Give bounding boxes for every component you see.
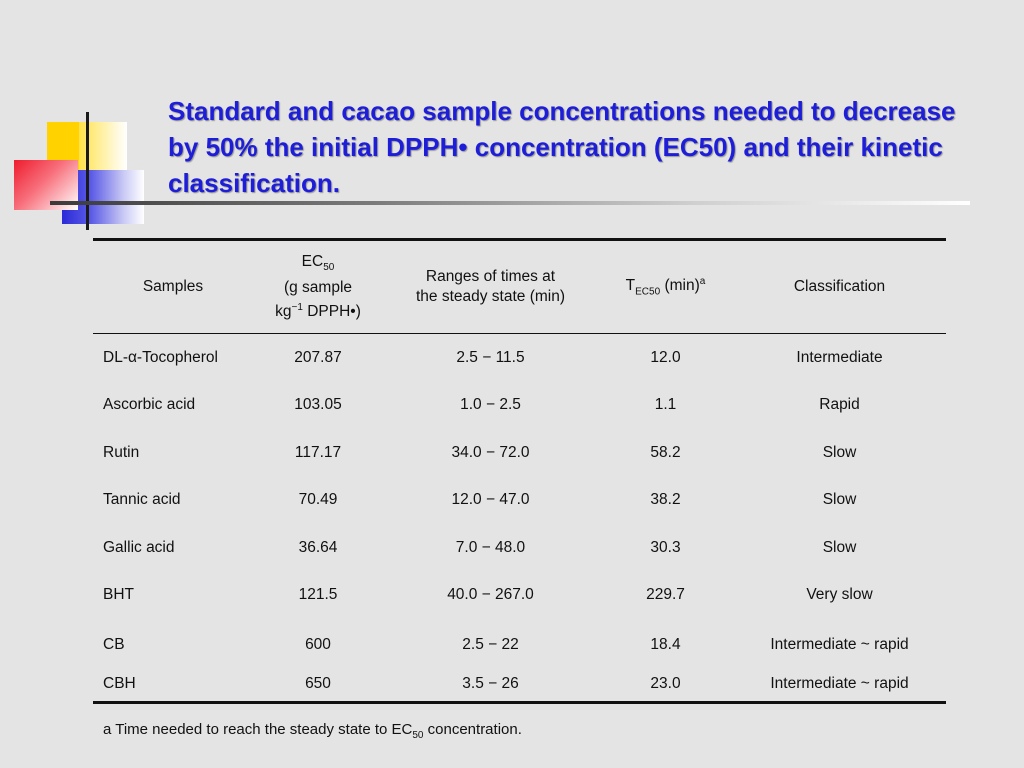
cell-ec50: 70.49 bbox=[298, 491, 338, 509]
cell-classification: Rapid bbox=[819, 396, 860, 414]
cell-ec50: 117.17 bbox=[294, 443, 342, 461]
cell-ec50: 121.5 bbox=[298, 586, 338, 604]
header-tec50: TEC50 (min)a bbox=[625, 275, 706, 298]
header-classification: Classification bbox=[793, 278, 886, 295]
cell-sample: Ascorbic acid bbox=[103, 396, 196, 414]
cell-classification: Intermediate bbox=[796, 348, 883, 366]
header-range: Ranges of times at the steady state (min… bbox=[415, 268, 566, 305]
cell-range: 40.0 − 267.0 bbox=[447, 586, 534, 604]
cell-tec50: 229.7 bbox=[646, 586, 685, 604]
cell-classification: Slow bbox=[822, 443, 857, 461]
cell-range: 12.0 − 47.0 bbox=[451, 491, 530, 509]
cell-sample: Tannic acid bbox=[103, 491, 181, 509]
slide-title: Standard and cacao sample concentrations… bbox=[168, 96, 956, 198]
cell-tec50: 1.1 bbox=[654, 396, 677, 414]
table-row: DL-α-Tocopherol 207.87 2.5 − 11.5 12.0 I… bbox=[93, 334, 946, 382]
cell-sample: Rutin bbox=[103, 443, 140, 461]
cell-classification: Slow bbox=[822, 491, 857, 509]
table-row: Gallic acid 36.64 7.0 − 48.0 30.3 Slow bbox=[93, 524, 946, 572]
cell-tec50: 30.3 bbox=[650, 538, 681, 556]
cell-classification: Very slow bbox=[806, 586, 873, 604]
ec50-table: Samples EC50 (g sample kg−1 DPPH•) Range… bbox=[93, 238, 946, 704]
header-samples: Samples bbox=[142, 278, 204, 295]
cell-classification: Intermediate ~ rapid bbox=[770, 675, 909, 692]
logo-vertical-line bbox=[86, 112, 89, 230]
cell-ec50: 650 bbox=[305, 675, 331, 692]
cell-range: 1.0 − 2.5 bbox=[460, 396, 521, 414]
cell-sample: DL-α-Tocopherol bbox=[103, 348, 218, 366]
cell-tec50: 23.0 bbox=[650, 675, 681, 692]
table-header-row: Samples EC50 (g sample kg−1 DPPH•) Range… bbox=[93, 239, 946, 334]
cell-sample: BHT bbox=[103, 586, 134, 604]
title-underline bbox=[50, 201, 970, 205]
cell-ec50: 207.87 bbox=[294, 348, 342, 366]
table-row: BHT 121.5 40.0 − 267.0 229.7 Very slow bbox=[93, 572, 946, 620]
cell-range: 34.0 − 72.0 bbox=[451, 443, 530, 461]
cell-range: 7.0 − 48.0 bbox=[455, 538, 526, 556]
cell-ec50: 600 bbox=[305, 636, 331, 653]
cell-range: 2.5 − 22 bbox=[462, 636, 519, 653]
cell-tec50: 38.2 bbox=[650, 491, 681, 509]
cell-ec50: 36.64 bbox=[298, 538, 338, 556]
cell-tec50: 18.4 bbox=[650, 636, 681, 653]
table-footnote: a Time needed to reach the steady state … bbox=[103, 721, 522, 741]
cell-tec50: 58.2 bbox=[650, 443, 681, 461]
table-row: Tannic acid 70.49 12.0 − 47.0 38.2 Slow bbox=[93, 477, 946, 525]
cell-sample: CBH bbox=[103, 675, 136, 692]
header-ec50: EC50 (g sample kg−1 DPPH•) bbox=[275, 252, 361, 321]
cell-classification: Slow bbox=[822, 538, 857, 556]
cell-sample: Gallic acid bbox=[103, 538, 175, 556]
cell-sample: CB bbox=[103, 636, 125, 653]
table-row: CB 600 2.5 − 22 18.4 Intermediate ~ rapi… bbox=[93, 619, 946, 667]
cell-classification: Intermediate ~ rapid bbox=[770, 636, 909, 653]
cell-ec50: 103.05 bbox=[294, 396, 342, 414]
cell-range: 3.5 − 26 bbox=[462, 675, 519, 692]
table-row: Ascorbic acid 103.05 1.0 − 2.5 1.1 Rapid bbox=[93, 382, 946, 430]
cell-tec50: 12.0 bbox=[650, 348, 681, 366]
cell-range: 2.5 − 11.5 bbox=[456, 348, 525, 366]
table-row: Rutin 117.17 34.0 − 72.0 58.2 Slow bbox=[93, 429, 946, 477]
table-row: CBH 650 3.5 − 26 23.0 Intermediate ~ rap… bbox=[93, 667, 946, 703]
